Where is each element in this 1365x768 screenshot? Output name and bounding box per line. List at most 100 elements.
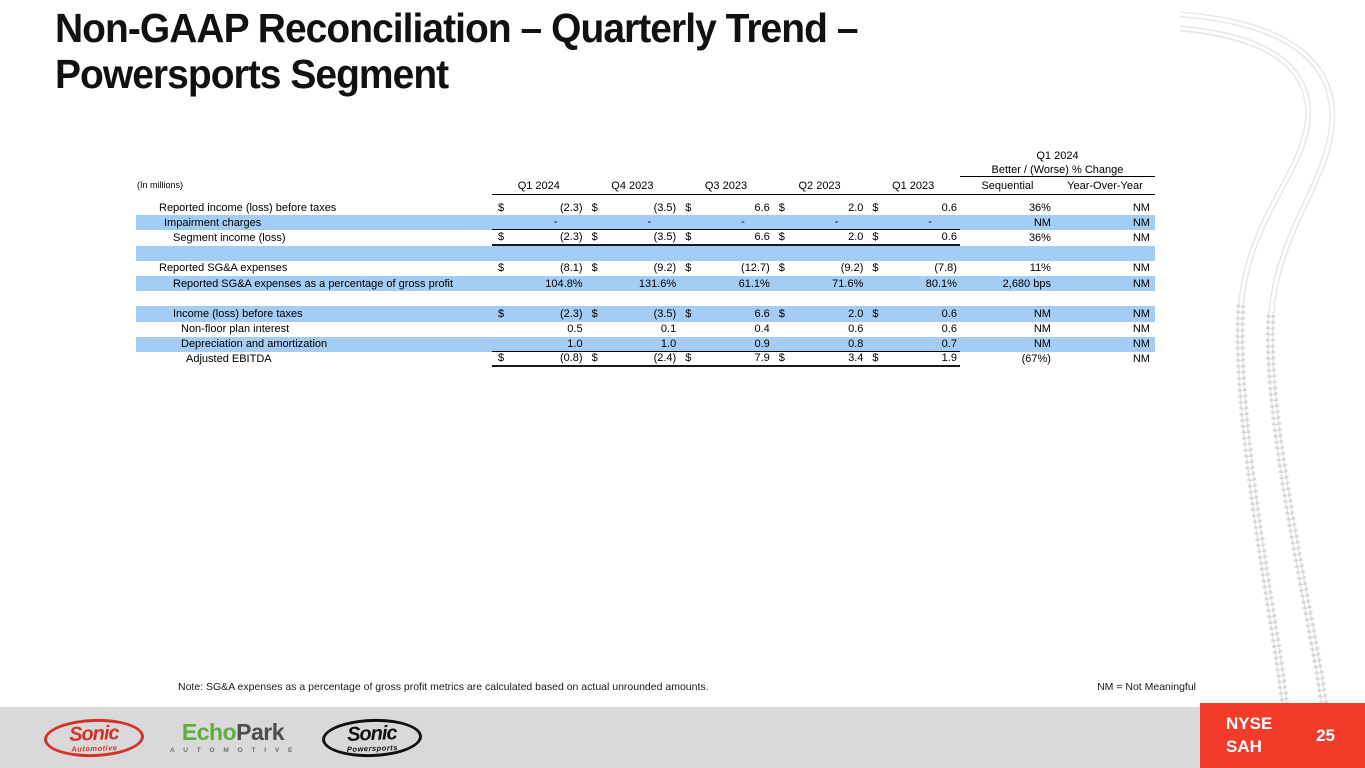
value-cell: 0.9 (679, 337, 773, 352)
value-cell: $0.6 (872, 307, 957, 320)
value-cell: $ (12.7) (685, 262, 770, 275)
table-body: Reported income (loss) before taxes $ (2.3… (136, 200, 1155, 368)
yoy-change-cell: NM (1132, 201, 1150, 214)
table-row: Reported SG&A expenses $ (8.1) $ (9.2) $ (12.7… (136, 261, 1155, 276)
echopark-subtext: A U T O M O T I V E (170, 747, 296, 754)
table-row: Reported income (loss) before taxes $ (2.3… (136, 200, 1155, 215)
row-label: Depreciation and amortization (181, 338, 328, 351)
table-row: Income (loss) before taxes $ (2.3) $ (3.5) $6… (136, 306, 1155, 322)
value-cell: - (585, 215, 680, 231)
page-number: 25 (1316, 725, 1335, 745)
table-spacer-row (136, 245, 1155, 261)
sonic-powersports-logo: Sonic Powersports (321, 716, 423, 759)
value-cell: 104.8% (545, 277, 583, 290)
table-spacer-row (136, 291, 1155, 306)
row-label: Non-floor plan interest (181, 323, 290, 336)
table-row: Depreciation and amortization 1.0 1.0 0.9 0.… (136, 336, 1155, 352)
yoy-change-cell: NM (1132, 277, 1150, 290)
value-cell: $2.0 (778, 307, 864, 320)
value-cell: 0.6 (941, 323, 957, 336)
value-cell: 0.1 (660, 323, 677, 336)
value-cell: $2.0 (778, 201, 864, 214)
units-label: (In millions) (137, 180, 184, 190)
row-label: Impairment charges (164, 216, 262, 229)
value-cell: $6.6 (685, 307, 770, 320)
value-cell: 0.8 (772, 337, 867, 352)
value-cell: $6.6 (679, 230, 773, 246)
value-cell: $6.6 (685, 201, 770, 214)
value-cell (492, 291, 586, 306)
value-cell (773, 246, 867, 261)
value-cell (773, 291, 867, 306)
sequential-change-cell: NM (1033, 338, 1051, 351)
table-row: Reported SG&A expenses as a percentage o… (136, 275, 1155, 292)
change-header-title: Q1 2024 (1036, 149, 1079, 162)
value-cell: 61.1% (738, 277, 770, 290)
yoy-change-cell: NM (1132, 323, 1150, 336)
nm-legend: NM = Not Meaningful (1097, 681, 1196, 693)
table-header: Q1 2024 Better / (Worse) % Change (In mi… (136, 148, 1155, 195)
value-cell: $ (3.5) (591, 307, 677, 320)
value-cell: $2.0 (772, 230, 867, 246)
row-label: Reported income (loss) before taxes (159, 201, 337, 214)
value-cell: $ (2.3) (492, 230, 586, 246)
yoy-change-cell: NM (1132, 307, 1150, 320)
footer-bar: Sonic Automotive EchoPark A U T O M O T … (0, 707, 1200, 768)
value-cell: 0.6 (848, 323, 864, 336)
value-cell (866, 246, 960, 261)
table-row: Segment income (loss) $ (2.3) $ (3.5) $6.6 $2.… (136, 230, 1155, 246)
value-cell: - (492, 215, 586, 231)
yoy-change-cell (1055, 291, 1155, 306)
page-title: Non-GAAP Reconciliation – Quarterly Tren… (55, 5, 967, 98)
value-cell: $0.6 (866, 230, 960, 246)
sequential-change-cell: 2,680 bps (1002, 277, 1051, 290)
sonic-powersports-wordmark: Sonic (346, 721, 397, 746)
value-cell: 0.7 (866, 337, 960, 352)
sonic-automotive-subtext: Automotive (71, 742, 118, 754)
value-cell: $ (2.3) (498, 201, 583, 214)
sequential-change-cell (960, 246, 1055, 261)
ticker-code: SAH (1226, 736, 1262, 756)
column-header-q4-2023: Q4 2023 (585, 178, 680, 195)
echopark-wordmark: EchoPark (181, 719, 285, 745)
value-cell: $7.9 (679, 352, 773, 368)
row-label (136, 291, 492, 306)
column-header-sequential: Sequential (959, 178, 1055, 195)
value-cell: 80.1% (925, 277, 957, 290)
row-label: Segment income (loss) (173, 231, 286, 244)
value-cell (679, 246, 773, 261)
sequential-change-cell (960, 291, 1055, 306)
value-cell (679, 291, 773, 306)
value-cell: - (772, 215, 867, 231)
row-label: Adjusted EBITDA (186, 353, 272, 366)
sequential-change-cell: NM (1033, 307, 1051, 320)
table-row: Non-floor plan interest 0.5 0.1 0.4 0.6 0.6 NM… (136, 322, 1155, 337)
value-cell: 131.6% (638, 277, 677, 290)
row-label: Reported SG&A expenses as a percentage o… (173, 277, 454, 290)
tire-tracks-graphic (1180, 11, 1338, 768)
sequential-change-cell: NM (1033, 216, 1051, 229)
page-title-line2: Powersports Segment (55, 50, 449, 97)
value-cell: - (866, 215, 960, 231)
value-cell: 1.0 (492, 337, 586, 352)
value-cell: $ (0.8) (492, 352, 586, 368)
ticker-box: NYSE SAH 25 (1200, 703, 1365, 768)
column-header-q3-2023: Q3 2023 (679, 178, 773, 195)
yoy-change-cell: NM (1132, 353, 1150, 366)
value-cell: $0.6 (872, 201, 957, 214)
value-cell (586, 291, 680, 306)
value-cell: $ (7.8) (872, 262, 957, 275)
sequential-change-cell: 36% (1028, 201, 1051, 214)
value-cell: 0.4 (754, 323, 770, 336)
ticker-exchange: NYSE (1226, 713, 1273, 733)
table-row: Impairment charges - - - - - NM NM (136, 215, 1155, 231)
value-cell: $ (3.5) (591, 201, 677, 214)
value-cell: $ (2.3) (498, 307, 583, 320)
yoy-change-cell: NM (1132, 262, 1150, 275)
value-cell (586, 246, 680, 261)
sequential-change-cell: 36% (1028, 231, 1051, 244)
value-cell: $ (3.5) (585, 230, 680, 246)
value-cell: $ (8.1) (498, 262, 583, 275)
column-header-year-over-year: Year-Over-Year (1054, 178, 1155, 195)
